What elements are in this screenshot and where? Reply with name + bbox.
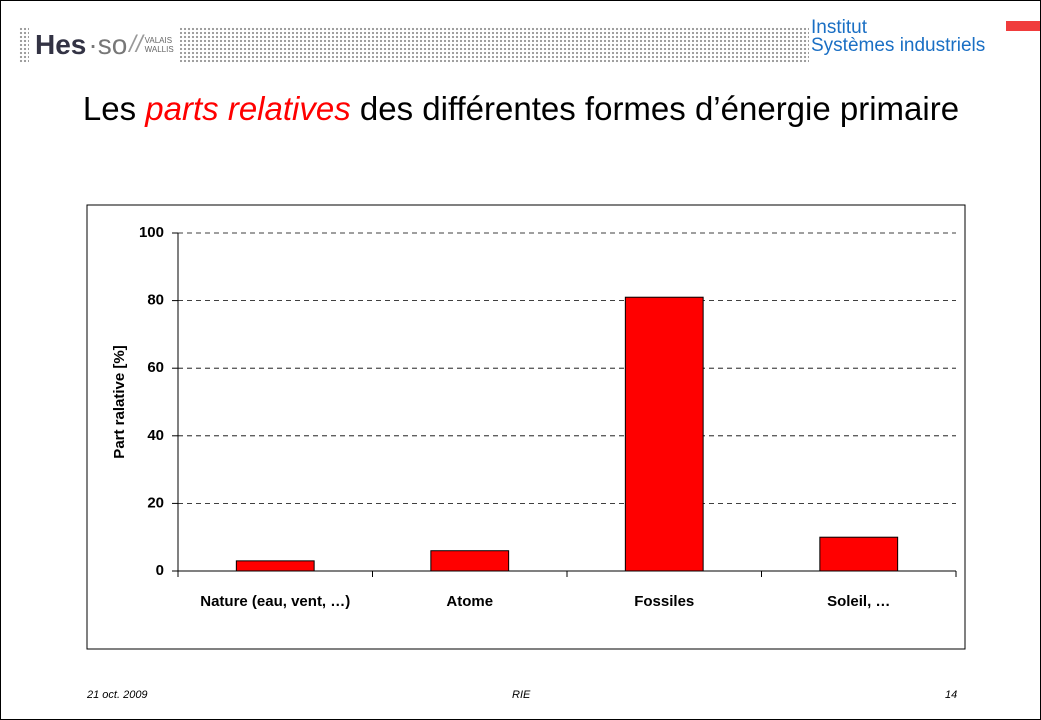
y-axis-label: Part ralative [%] xyxy=(111,345,128,458)
bar xyxy=(430,550,510,572)
institute-1: Institut xyxy=(811,17,867,38)
y-tick-label: 0 xyxy=(156,562,164,579)
footer-date: 21 oct. 2009 xyxy=(87,689,148,701)
slide-title: Les parts relatives des différentes form… xyxy=(81,87,961,131)
x-tick-label: Soleil, … xyxy=(827,593,891,610)
y-tick-label: 80 xyxy=(147,292,164,309)
footer-page: 14 xyxy=(945,689,958,701)
x-tick-label: Nature (eau, vent, …) xyxy=(200,593,351,610)
logo-slash: // xyxy=(129,31,143,58)
logo-sub: VALAIS WALLIS xyxy=(145,36,174,54)
logo-sub-1: VALAIS xyxy=(144,36,173,45)
y-tick-label: 20 xyxy=(147,494,164,511)
x-tick-label: Atome xyxy=(446,593,494,610)
title-part: des différentes formes d’énergie primair… xyxy=(350,90,960,127)
bar xyxy=(624,296,704,572)
accent-bar xyxy=(1006,21,1040,31)
title-emphasis: parts relatives xyxy=(145,90,351,127)
y-tick-label: 60 xyxy=(147,359,164,376)
bar xyxy=(235,560,315,572)
x-tick-label: Fossiles xyxy=(634,593,695,610)
logo: Hes ·so // VALAIS WALLIS xyxy=(29,27,180,63)
chart-frame xyxy=(86,204,966,650)
y-tick-label: 40 xyxy=(147,427,164,444)
bar xyxy=(819,536,899,572)
institute-2: Systèmes industriels xyxy=(811,35,986,56)
institute: Institut Systèmes industriels xyxy=(809,17,986,56)
title-part: Les xyxy=(82,90,146,127)
logo-sub-2: WALLIS xyxy=(144,45,174,54)
logo-dot: ·so xyxy=(88,29,128,60)
y-tick-label: 100 xyxy=(139,224,164,241)
logo-main: Hes xyxy=(35,29,87,60)
footer-center: RIE xyxy=(512,689,531,701)
